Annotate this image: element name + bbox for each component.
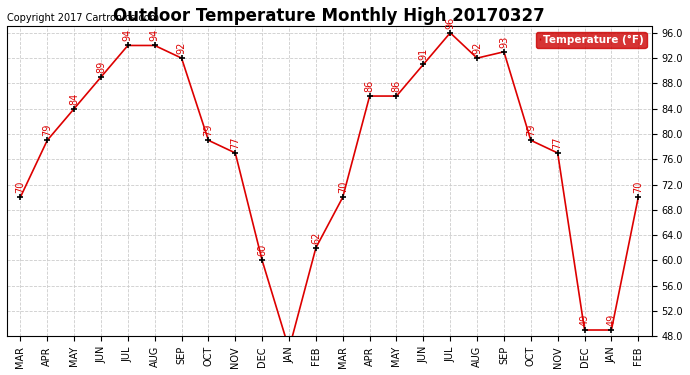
Text: 89: 89 <box>96 61 106 73</box>
Text: 70: 70 <box>15 181 26 193</box>
Text: 60: 60 <box>257 244 267 256</box>
Text: 46: 46 <box>0 374 1 375</box>
Text: 70: 70 <box>338 181 348 193</box>
Text: 79: 79 <box>204 124 213 136</box>
Text: 93: 93 <box>499 35 509 48</box>
Text: 77: 77 <box>553 136 562 149</box>
Text: 86: 86 <box>364 80 375 92</box>
Text: 92: 92 <box>472 42 482 54</box>
Text: 62: 62 <box>311 231 321 244</box>
Legend: Temperature (°F): Temperature (°F) <box>536 32 647 48</box>
Text: 79: 79 <box>42 124 52 136</box>
Text: 91: 91 <box>418 48 428 60</box>
Text: 79: 79 <box>526 124 536 136</box>
Text: 77: 77 <box>230 136 240 149</box>
Text: 49: 49 <box>580 314 589 326</box>
Text: 84: 84 <box>69 92 79 105</box>
Text: Copyright 2017 Cartronics.com: Copyright 2017 Cartronics.com <box>7 13 159 23</box>
Text: 49: 49 <box>607 314 616 326</box>
Text: 96: 96 <box>445 16 455 28</box>
Text: 70: 70 <box>633 181 643 193</box>
Text: 94: 94 <box>150 29 159 41</box>
Text: 86: 86 <box>391 80 402 92</box>
Text: 92: 92 <box>177 42 186 54</box>
Text: 94: 94 <box>123 29 133 41</box>
Title: Outdoor Temperature Monthly High 20170327: Outdoor Temperature Monthly High 2017032… <box>113 7 545 25</box>
